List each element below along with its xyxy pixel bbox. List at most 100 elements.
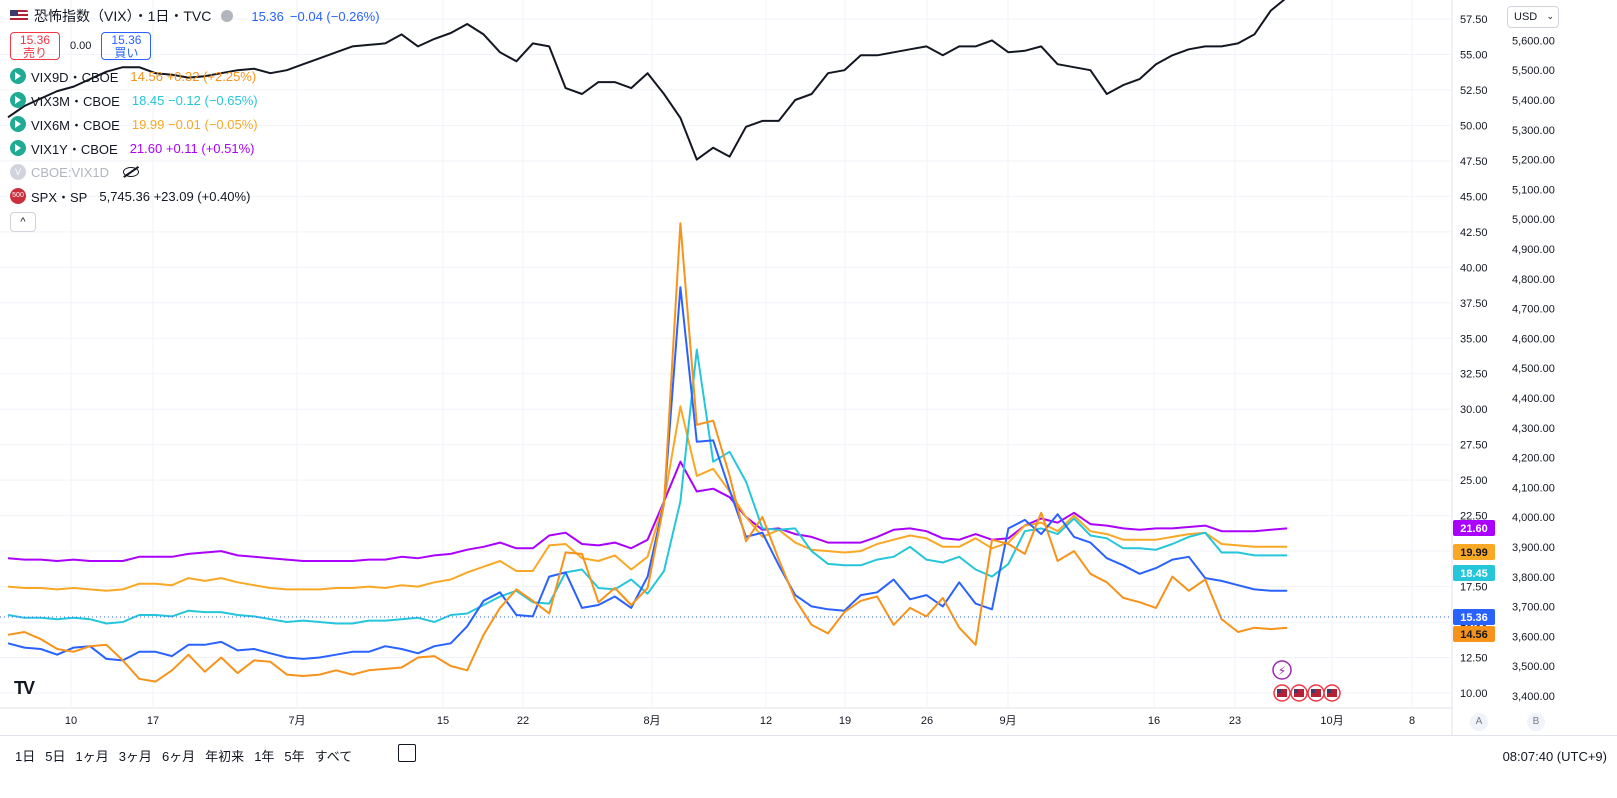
spx-axis[interactable]: 3,400.00 3,500.00 3,600.00 3,700.00 3,800.00… (1512, 35, 1555, 703)
time-tick-label: 19 (839, 715, 851, 727)
series-line-vix6m[interactable] (7, 405, 1288, 592)
time-tick-label: 10月 (1320, 715, 1343, 727)
symbol-play-icon (10, 68, 26, 84)
price-tag-label: 19.99 (1460, 547, 1488, 559)
vix-tick-label: 57.50 (1460, 14, 1488, 26)
range-ytd[interactable]: 年初来 (205, 749, 245, 764)
vix-tick-label: 55.00 (1460, 49, 1488, 61)
vix-tick-label: 22.50 (1460, 511, 1488, 523)
spx-tick-label: 4,800.00 (1512, 274, 1555, 286)
symbol-play-icon (10, 92, 26, 108)
range-1y[interactable]: 1年 (254, 749, 275, 764)
main-symbol-row[interactable]: 恐怖指数（VIX）・1日・TVC 15.36 −0.04 (−0.26%) (10, 4, 380, 28)
series-line-vix1y[interactable] (7, 460, 1288, 562)
chart-canvas[interactable]: 10.0012.5015.0017.5020.0022.5025.0027.50… (0, 0, 1617, 735)
range-5d[interactable]: 5日 (45, 749, 66, 764)
time-tick-label: 26 (921, 715, 933, 727)
price-tag-vix (1453, 609, 1495, 625)
time-tick-label: 23 (1229, 715, 1241, 727)
spx-tick-label: 3,900.00 (1512, 542, 1555, 554)
flag-canton (1311, 689, 1315, 693)
time-tick-label: 16 (1148, 715, 1160, 727)
time-tick-label: 17 (147, 715, 159, 727)
flag-canton (1277, 689, 1281, 693)
spx-tick-label: 5,200.00 (1512, 155, 1555, 167)
price-tag-label: 18.45 (1460, 568, 1488, 580)
lightning-event-icon[interactable] (1272, 660, 1292, 680)
series-line-vix[interactable] (7, 286, 1288, 662)
vix-tick-label: 50.00 (1460, 120, 1488, 132)
spx-tick-label: 5,500.00 (1512, 65, 1555, 77)
v-symbol-icon: V (10, 164, 26, 180)
symbol-play-icon (10, 116, 26, 132)
series-line-vix3m[interactable] (7, 348, 1288, 625)
vix-tick-label: 40.00 (1460, 262, 1488, 274)
legend-item-vix6m[interactable]: VIX6M・CBOE 19.99 −0.01 (−0.05%) (10, 112, 380, 136)
price-tag-vix9d (1453, 626, 1495, 642)
clock[interactable]: 08:07:40 (UTC+9) (1502, 749, 1607, 764)
flag-glyph (1294, 689, 1304, 697)
vix-tick-label: 27.50 (1460, 440, 1488, 452)
spx-tick-label: 5,100.00 (1512, 184, 1555, 196)
event-markers[interactable]: ⚡ (1272, 660, 1341, 702)
range-1m[interactable]: 1ヶ月 (75, 749, 109, 764)
vix-tick-label: 30.00 (1460, 404, 1488, 416)
axis-badge-b[interactable]: B (1527, 713, 1545, 731)
legend-item-vix1d[interactable]: V CBOE:VIX1D (10, 160, 380, 184)
series-line-vix9d[interactable] (7, 222, 1288, 683)
legend-item-vix1y[interactable]: VIX1Y・CBOE 21.60 +0.11 (+0.51%) (10, 136, 380, 160)
flag-canton (1327, 689, 1331, 693)
spx-tick-label: 4,000.00 (1512, 512, 1555, 524)
legend-item-vix9d[interactable]: VIX9D・CBOE 14.56 +0.32 (+2.25%) (10, 64, 380, 88)
series-line-spx[interactable] (7, 0, 1287, 161)
flag-glyph (1277, 689, 1287, 697)
sp500-icon: 500 (10, 188, 26, 204)
range-3m[interactable]: 3ヶ月 (118, 749, 152, 764)
chart-series (7, 0, 1288, 683)
range-5y[interactable]: 5年 (284, 749, 305, 764)
spx-tick-label: 4,300.00 (1512, 423, 1555, 435)
tradingview-logo-icon[interactable]: TV (14, 678, 35, 698)
vix-tick-label: 42.50 (1460, 227, 1488, 239)
flag-glyph (1327, 689, 1337, 697)
time-tick-label: 10 (65, 715, 77, 727)
spx-tick-label: 5,600.00 (1512, 35, 1555, 47)
legend-symbol: VIX3M・CBOE (31, 93, 120, 109)
range-1d[interactable]: 1日 (15, 749, 36, 764)
price-tag-vix1y (1453, 520, 1495, 536)
time-tick-label: 9月 (999, 715, 1016, 727)
axis-badge-a[interactable]: A (1470, 713, 1488, 731)
price-tag-vix6m (1453, 544, 1495, 560)
sell-label: 売り (22, 46, 47, 60)
buy-button[interactable]: 15.36 買い (101, 32, 152, 60)
legend-values: 19.99 −0.01 (−0.05%) (131, 116, 258, 132)
collapse-legend-button[interactable]: ^ (10, 212, 36, 232)
price-tag-label: 15.36 (1460, 612, 1488, 624)
hidden-eye-icon[interactable] (123, 167, 140, 177)
range-all[interactable]: すべて (314, 749, 353, 764)
goto-date-icon[interactable] (398, 744, 416, 762)
spx-tick-label: 4,500.00 (1512, 363, 1555, 375)
vix-tick-label: 12.50 (1460, 653, 1488, 665)
legend-values: 18.45 −0.12 (−0.65%) (131, 92, 258, 108)
price-tags: 21.60 19.99 18.45 15.36 14.56 (0, 520, 1495, 642)
trade-buttons: 15.36 売り 0.00 15.36 買い (10, 32, 380, 60)
legend-item-spx[interactable]: 500 SPX・SP 5,745.36 +23.09 (+0.40%) (10, 184, 380, 208)
spx-tick-label: 4,600.00 (1512, 333, 1555, 345)
symbol-title[interactable]: 恐怖指数（VIX）・1日・TVC (34, 8, 212, 24)
spx-tick-label: 4,700.00 (1512, 304, 1555, 316)
time-axis[interactable]: 10 17 7月 15 22 8月 12 19 26 9月 16 23 10月 8 (65, 715, 1415, 727)
spx-tick-label: 3,700.00 (1512, 602, 1555, 614)
currency-select[interactable]: USD ⌄ (1507, 6, 1559, 28)
legend-values: 21.60 +0.11 (+0.51%) (129, 140, 255, 156)
range-6m[interactable]: 6ヶ月 (161, 749, 196, 764)
sell-button[interactable]: 15.36 売り (10, 32, 60, 60)
spx-tick-label: 4,100.00 (1512, 482, 1555, 494)
legend-item-vix3m[interactable]: VIX3M・CBOE 18.45 −0.12 (−0.65%) (10, 88, 380, 112)
price-tag-label: 14.56 (1460, 629, 1488, 641)
vix-axis[interactable]: 10.0012.5015.0017.5020.0022.5025.0027.50… (1460, 14, 1488, 700)
spread-value: 0.00 (70, 40, 92, 52)
bottom-toolbar: 1日 5日 1ヶ月 3ヶ月 6ヶ月 年初来 1年 5年 すべて 08:07:40… (0, 735, 1617, 798)
spx-tick-label: 5,400.00 (1512, 95, 1555, 107)
time-tick-label: 8月 (643, 715, 660, 727)
